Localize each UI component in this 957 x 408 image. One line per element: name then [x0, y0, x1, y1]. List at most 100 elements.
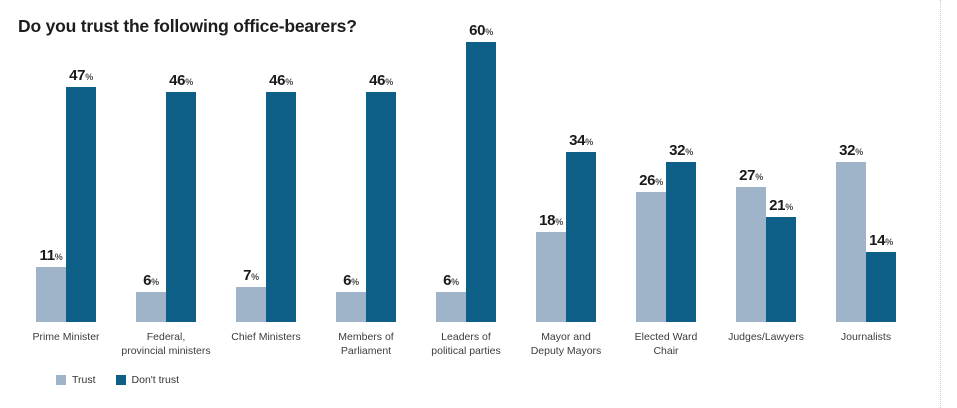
dont-trust-bar — [466, 42, 496, 322]
value-label: 60% — [469, 22, 493, 39]
value-label: 46% — [369, 72, 393, 89]
category-label: Mayor and Deputy Mayors — [530, 331, 602, 357]
category-label: Elected Ward Chair — [634, 331, 698, 357]
dont-trust-bar — [666, 162, 696, 322]
legend-item-dont-trust: Don't trust — [115, 374, 180, 386]
dont-trust-bar-column: 47% — [66, 22, 96, 322]
percent-sign: % — [385, 77, 393, 87]
trust-swatch — [56, 375, 66, 385]
trust-bar — [36, 267, 66, 322]
value-label: 6% — [143, 272, 159, 289]
bar-group: 18% 34% Mayor and Deputy Mayors — [516, 22, 616, 358]
trust-bar — [236, 287, 266, 322]
category-label: Chief Ministers — [231, 331, 301, 343]
trust-bar — [136, 292, 166, 322]
value-label: 7% — [243, 267, 259, 284]
value-label: 26% — [639, 172, 663, 189]
trust-bar-column: 7% — [236, 22, 266, 322]
dont-trust-bar-column: 21% — [766, 22, 796, 322]
category-label: Leaders of political parties — [431, 331, 501, 357]
dont-trust-bar-column: 46% — [266, 22, 296, 322]
bar-group: 32% 14% Journalists — [816, 22, 916, 358]
trust-bar-column: 32% — [836, 22, 866, 322]
trust-bar-column: 6% — [136, 22, 166, 322]
value-label: 32% — [669, 142, 693, 159]
category-label: Journalists — [840, 331, 892, 343]
percent-sign: % — [151, 277, 159, 287]
chart-legend: Trust Don't trust — [56, 374, 179, 386]
legend-trust-label: Trust — [72, 374, 96, 386]
bar-group: 7% 46% Chief Ministers — [216, 22, 316, 358]
percent-sign: % — [855, 147, 863, 157]
percent-sign: % — [685, 147, 693, 157]
trust-bar — [636, 192, 666, 322]
value-label: 46% — [269, 72, 293, 89]
trust-bar-column: 11% — [36, 22, 66, 322]
percent-sign: % — [485, 27, 493, 37]
trust-bar-column: 6% — [336, 22, 366, 322]
bar-group: 26% 32% Elected Ward Chair — [616, 22, 716, 358]
value-label: 32% — [839, 142, 863, 159]
category-label: Prime Minister — [32, 331, 100, 343]
trust-bar — [736, 187, 766, 322]
value-label: 21% — [769, 197, 793, 214]
percent-sign: % — [585, 137, 593, 147]
page-fold-dotted-line — [940, 0, 941, 408]
dont-trust-bar-column: 34% — [566, 22, 596, 322]
trust-bar-column: 6% — [436, 22, 466, 322]
percent-sign: % — [85, 72, 93, 82]
percent-sign: % — [351, 277, 359, 287]
percent-sign: % — [555, 217, 563, 227]
dont-trust-swatch — [115, 375, 126, 385]
bar-group: 27% 21% Judges/Lawyers — [716, 22, 816, 358]
percent-sign: % — [251, 272, 259, 282]
value-label: 14% — [869, 232, 893, 249]
legend-dont-trust-label: Don't trust — [131, 374, 180, 386]
dont-trust-bar-column: 46% — [166, 22, 196, 322]
value-label: 11% — [39, 247, 63, 264]
bar-pair: 11% 47% — [36, 22, 96, 322]
bar-pair: 6% 60% — [436, 22, 496, 322]
trust-bar — [836, 162, 866, 322]
value-label: 34% — [569, 132, 593, 149]
trust-bar-column: 27% — [736, 22, 766, 322]
percent-sign: % — [785, 202, 793, 212]
dont-trust-bar — [566, 152, 596, 322]
trust-bar-column: 26% — [636, 22, 666, 322]
dont-trust-bar — [266, 92, 296, 322]
value-label: 6% — [443, 272, 459, 289]
bar-group: 6% 46% Federal, provincial ministers — [116, 22, 216, 358]
dont-trust-bar-column: 32% — [666, 22, 696, 322]
category-label: Federal, provincial ministers — [121, 331, 211, 357]
dont-trust-bar-column: 60% — [466, 22, 496, 322]
trust-bar — [336, 292, 366, 322]
dont-trust-bar — [166, 92, 196, 322]
bar-pair: 32% 14% — [836, 22, 896, 322]
trust-bar — [536, 232, 566, 322]
bar-group: 11% 47% Prime Minister — [16, 22, 116, 358]
bar-group: 6% 60% Leaders of political parties — [416, 22, 516, 358]
dont-trust-bar — [766, 217, 796, 322]
dont-trust-bar — [66, 87, 96, 322]
chart-title: Do you trust the following office-bearer… — [18, 16, 357, 36]
bar-pair: 7% 46% — [236, 22, 296, 322]
dont-trust-bar-column: 14% — [866, 22, 896, 322]
trust-bar-column: 18% — [536, 22, 566, 322]
percent-sign: % — [54, 252, 63, 262]
value-label: 46% — [169, 72, 193, 89]
category-label: Members of Parliament — [338, 331, 394, 357]
percent-sign: % — [185, 77, 193, 87]
percent-sign: % — [451, 277, 459, 287]
dont-trust-bar-column: 46% — [366, 22, 396, 322]
dont-trust-bar — [866, 252, 896, 322]
bar-pair: 18% 34% — [536, 22, 596, 322]
bar-pair: 27% 21% — [736, 22, 796, 322]
percent-sign: % — [285, 77, 293, 87]
value-label: 47% — [69, 67, 93, 84]
value-label: 18% — [539, 212, 563, 229]
bar-pair: 6% 46% — [336, 22, 396, 322]
value-label: 27% — [739, 167, 763, 184]
category-label: Judges/Lawyers — [728, 331, 804, 343]
legend-item-trust: Trust — [56, 374, 96, 386]
